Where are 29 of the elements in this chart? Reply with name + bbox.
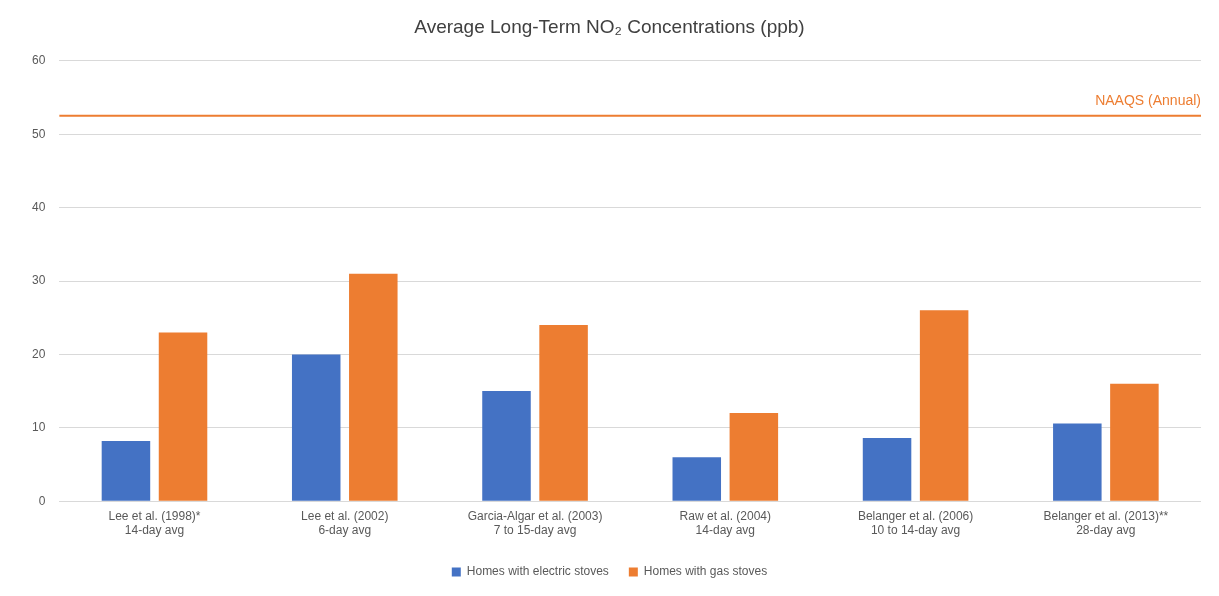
ref-line-label: NAAQS (Annual) xyxy=(1095,91,1201,108)
bar xyxy=(482,391,531,501)
x-tick-label: Belanger et al. (2006) 10 to 14-day avg xyxy=(857,508,974,538)
y-tick-label: 60 xyxy=(31,53,46,68)
bar xyxy=(919,310,969,501)
y-tick-label: 0 xyxy=(38,493,46,508)
x-tick-label: Lee et al. (2002) 6-day avg xyxy=(301,508,389,538)
bar xyxy=(1053,423,1102,501)
y-tick-label: 50 xyxy=(31,126,46,141)
y-tick-label: 30 xyxy=(31,273,46,288)
bar xyxy=(729,413,779,501)
bar xyxy=(158,332,208,501)
bar xyxy=(291,354,341,501)
bar xyxy=(1110,383,1159,501)
x-tick-label: Belanger et al. (2013)** 28-day avg xyxy=(1043,508,1169,538)
x-tick-label: Lee et al. (1998)* 14-day avg xyxy=(108,508,201,538)
y-tick-label: 10 xyxy=(31,420,46,435)
y-tick-label: 40 xyxy=(31,199,46,214)
y-tick-label: 20 xyxy=(31,346,46,361)
bar xyxy=(672,457,722,501)
legend-label: Homes with electric stoves xyxy=(466,564,609,579)
bar xyxy=(349,273,398,501)
legend-label: Homes with gas stoves xyxy=(643,564,768,579)
x-tick-label: Garcia-Algar et al. (2003) 7 to 15-day avg xyxy=(467,508,603,538)
chart-title: Average Long-Term NO₂ Concentrations (ppb) xyxy=(414,15,805,37)
x-tick-label: Raw et al. (2004) 14-day avg xyxy=(679,508,772,538)
bar xyxy=(539,325,588,501)
bar xyxy=(862,438,912,501)
bar xyxy=(101,441,151,501)
